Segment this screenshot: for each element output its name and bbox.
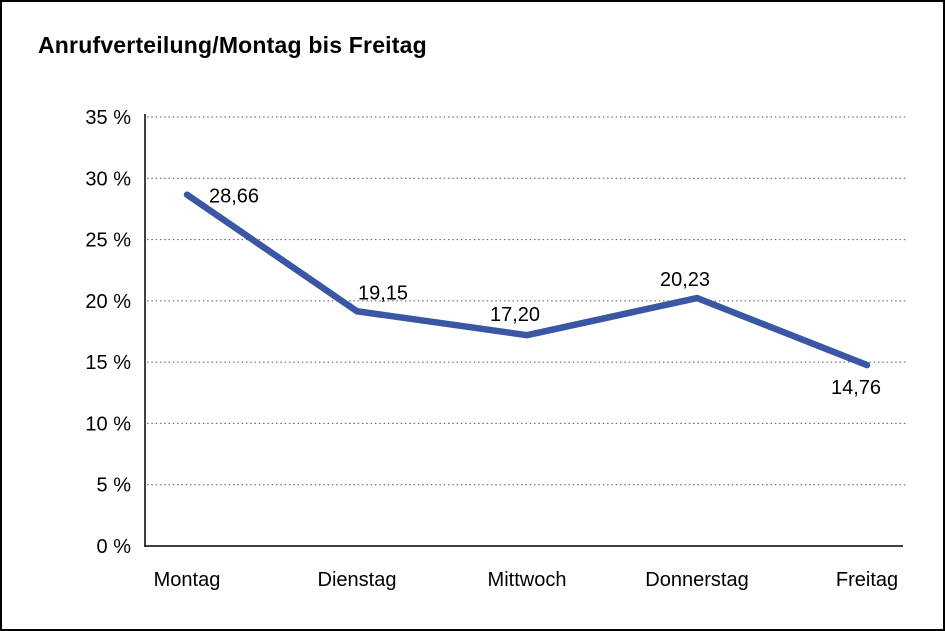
y-tick-label: 15 % [85, 352, 131, 374]
y-tick-label: 10 % [85, 413, 131, 435]
data-label: 20,23 [660, 269, 710, 291]
y-tick-label: 30 % [85, 168, 131, 190]
y-tick-label: 0 % [97, 536, 132, 558]
y-tick-label: 20 % [85, 291, 131, 313]
y-tick-label: 5 % [97, 475, 132, 497]
x-tick-label: Montag [154, 569, 221, 591]
data-line [183, 191, 871, 369]
chart-title: Anrufverteilung/Montag bis Freitag [38, 32, 427, 58]
y-tick-label: 35 % [85, 107, 131, 129]
x-tick-label: Mittwoch [488, 569, 567, 591]
data-label: 28,66 [209, 186, 259, 208]
data-label: 14,76 [831, 377, 881, 399]
x-tick-label: Donnerstag [645, 569, 748, 591]
data-label: 19,15 [358, 282, 408, 304]
data-label: 17,20 [490, 304, 540, 326]
x-tick-label: Freitag [836, 569, 898, 591]
y-tick-label: 25 % [85, 230, 131, 252]
x-tick-label: Dienstag [318, 569, 397, 591]
